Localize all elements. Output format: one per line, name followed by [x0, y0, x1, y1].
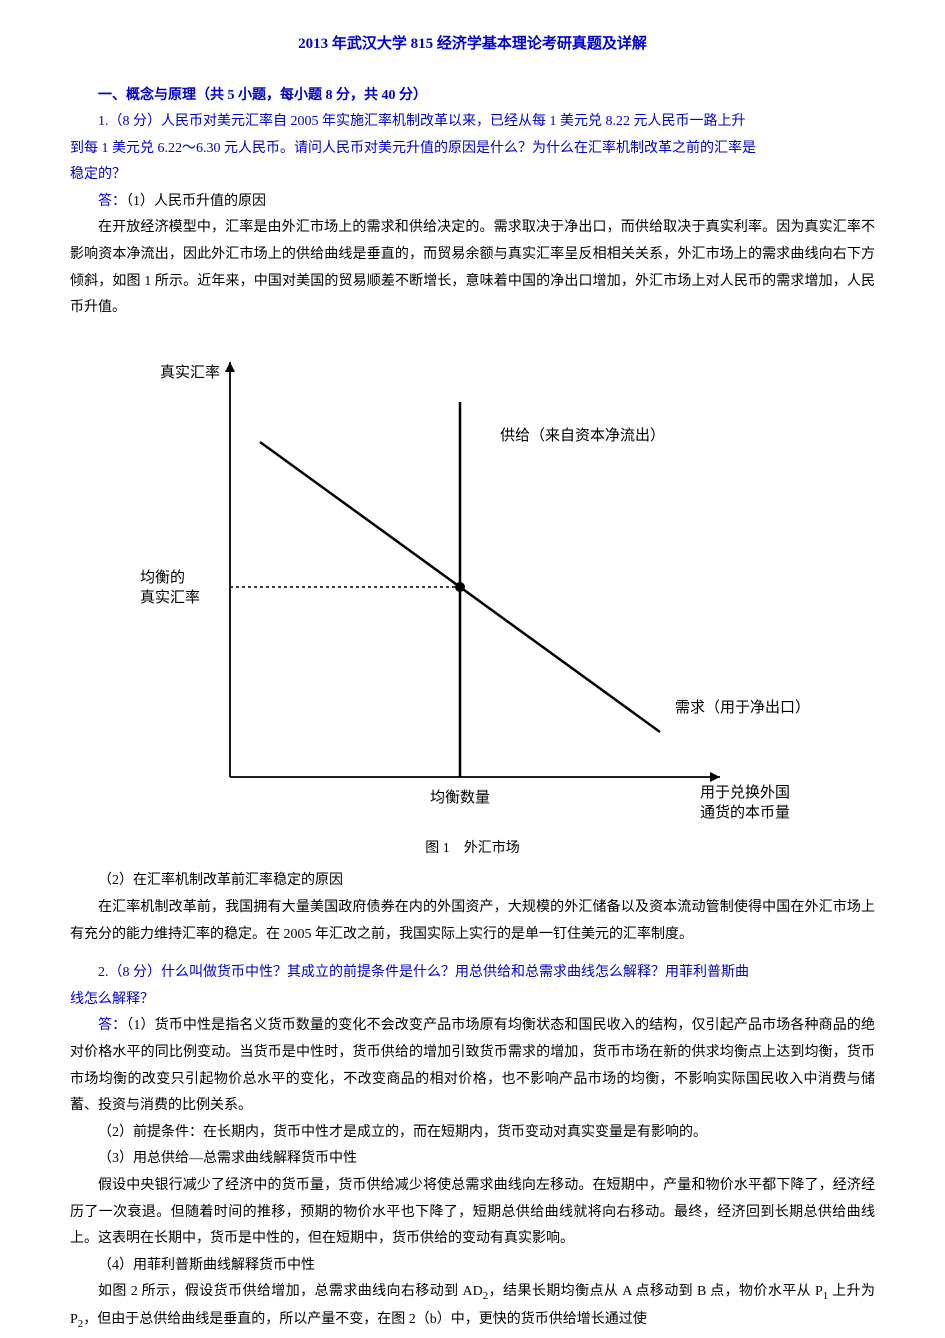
svg-text:真实汇率: 真实汇率	[140, 588, 200, 606]
answer-2-sub3-body: 假设中央银行减少了经济中的货币量，货币供给减少将使总需求曲线向左移动。在短期中，…	[70, 1173, 875, 1253]
figure-1-caption: 图 1 外汇市场	[70, 836, 875, 863]
answer-1-sub2-body: 在汇率机制改革前，我国拥有大量美国政府债券在内的外国资产，大规模的外汇储备以及资…	[70, 895, 875, 948]
svg-text:均衡的: 均衡的	[140, 569, 185, 586]
page-title: 2013 年武汉大学 815 经济学基本理论考研真题及详解	[70, 30, 875, 59]
forex-market-chart: 真实汇率供给（来自资本净流出）需求（用于净出口）均衡的真实汇率均衡数量用于兑换外…	[100, 332, 860, 832]
answer-2-sub1-body: （1）货币中性是指名义货币数量的变化不会改变产品市场原有均衡状态和国民收入的结构…	[70, 1018, 875, 1113]
question-1-line1: 1.（8 分）人民币对美元汇率自 2005 年实施汇率机制改革以来，已经从每 1…	[70, 109, 875, 136]
svg-text:真实汇率: 真实汇率	[160, 363, 220, 381]
answer-1-sub1-head: （1）人民币升值的原因	[126, 194, 266, 209]
svg-text:通货的本币量: 通货的本币量	[700, 804, 790, 821]
figure-1-container: 真实汇率供给（来自资本净流出）需求（用于净出口）均衡的真实汇率均衡数量用于兑换外…	[70, 332, 875, 863]
section-one-heading: 一、概念与原理（共 5 小题，每小题 8 分，共 40 分）	[70, 83, 875, 110]
answer-2-sub4-head: （4）用菲利普斯曲线解释货币中性	[70, 1253, 875, 1280]
svg-text:均衡数量: 均衡数量	[430, 789, 490, 806]
answer-2-sub2: （2）前提条件：在长期内，货币中性才是成立的，而在短期内，货币变动对真实变量是有…	[70, 1120, 875, 1147]
svg-text:需求（用于净出口）: 需求（用于净出口）	[675, 699, 810, 716]
answer-1-sub2-head: （2）在汇率机制改革前汇率稳定的原因	[70, 868, 875, 895]
answer-label-2: 答：	[98, 1018, 126, 1033]
answer-1-head: 答：（1）人民币升值的原因	[70, 189, 875, 216]
question-2-line2: 线怎么解释？	[70, 987, 875, 1014]
answer-2-sub1: 答：（1）货币中性是指名义货币数量的变化不会改变产品市场原有均衡状态和国民收入的…	[70, 1013, 875, 1119]
spacer	[70, 948, 875, 960]
question-1-line2: 到每 1 美元兑 6.22～6.30 元人民币。请问人民币对美元升值的原因是什么…	[70, 136, 875, 163]
svg-text:用于兑换外国: 用于兑换外国	[700, 784, 790, 801]
question-1-line3: 稳定的？	[70, 162, 875, 189]
answer-2-sub4-body: 如图 2 所示，假设货币供给增加，总需求曲线向右移动到 AD2，结果长期均衡点从…	[70, 1279, 875, 1334]
svg-text:供给（来自资本净流出）: 供给（来自资本净流出）	[500, 427, 665, 444]
answer-label: 答：	[98, 194, 126, 209]
answer-2-sub3-head: （3）用总供给—总需求曲线解释货币中性	[70, 1146, 875, 1173]
question-2-line1: 2.（8 分）什么叫做货币中性？其成立的前提条件是什么？用总供给和总需求曲线怎么…	[70, 960, 875, 987]
figure-1: 真实汇率供给（来自资本净流出）需求（用于净出口）均衡的真实汇率均衡数量用于兑换外…	[100, 332, 860, 832]
answer-1-sub1-body: 在开放经济模型中，汇率是由外汇市场上的需求和供给决定的。需求取决于净出口，而供给…	[70, 215, 875, 321]
